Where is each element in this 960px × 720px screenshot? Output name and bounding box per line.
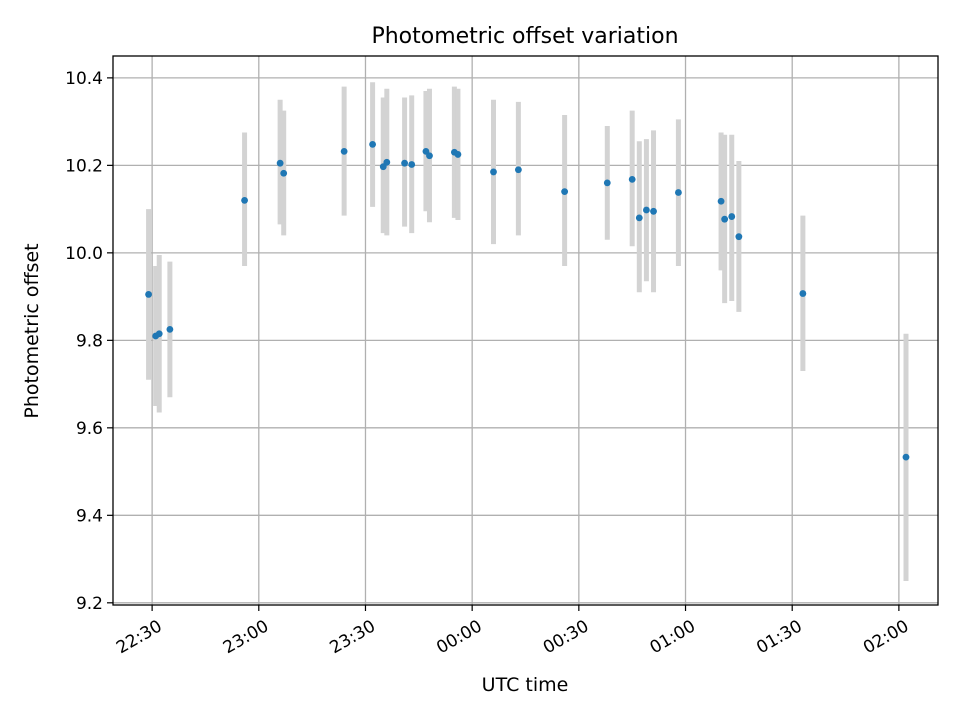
y-tick-label: 9.4 <box>76 506 103 526</box>
data-point <box>426 152 433 160</box>
chart-title: Photometric offset variation <box>371 24 678 49</box>
y-tick-label: 9.6 <box>76 419 103 439</box>
y-axis-ticks: 9.2 9.4 9.6 9.8 10.0 10.2 10.4 <box>65 69 113 614</box>
plot-area <box>113 56 938 605</box>
y-tick-label: 9.8 <box>76 331 103 351</box>
data-point <box>735 233 743 241</box>
y-axis-label: Photometric offset <box>21 243 43 418</box>
data-point <box>603 179 611 187</box>
y-tick-label: 10.2 <box>65 156 103 176</box>
data-point <box>166 326 174 333</box>
data-point <box>490 168 497 176</box>
y-tick-label: 10.0 <box>65 244 103 264</box>
grid <box>113 56 938 605</box>
data-point <box>643 206 650 214</box>
data-point <box>401 159 408 167</box>
data-point <box>276 159 284 167</box>
y-tick-label: 10.4 <box>65 69 103 89</box>
data-point <box>340 147 348 155</box>
data-point <box>408 161 416 168</box>
data-point <box>650 207 657 215</box>
data-point <box>280 169 288 177</box>
data-point <box>241 196 248 204</box>
data-point <box>155 330 163 338</box>
data-point <box>369 140 376 148</box>
data-point <box>635 214 643 222</box>
data-points <box>145 140 910 461</box>
data-point <box>902 453 910 461</box>
data-point <box>721 215 729 223</box>
data-point <box>717 197 725 205</box>
x-axis-label: UTC time <box>482 674 569 696</box>
data-point <box>628 175 636 183</box>
data-point <box>799 290 807 297</box>
plot-frame <box>112 55 939 606</box>
data-point <box>383 158 391 166</box>
data-point <box>514 166 522 174</box>
data-point <box>454 151 462 158</box>
data-point <box>145 291 152 298</box>
data-point <box>675 189 682 196</box>
y-tick-label: 9.2 <box>76 594 103 614</box>
data-point <box>561 188 569 196</box>
data-point <box>728 213 736 220</box>
